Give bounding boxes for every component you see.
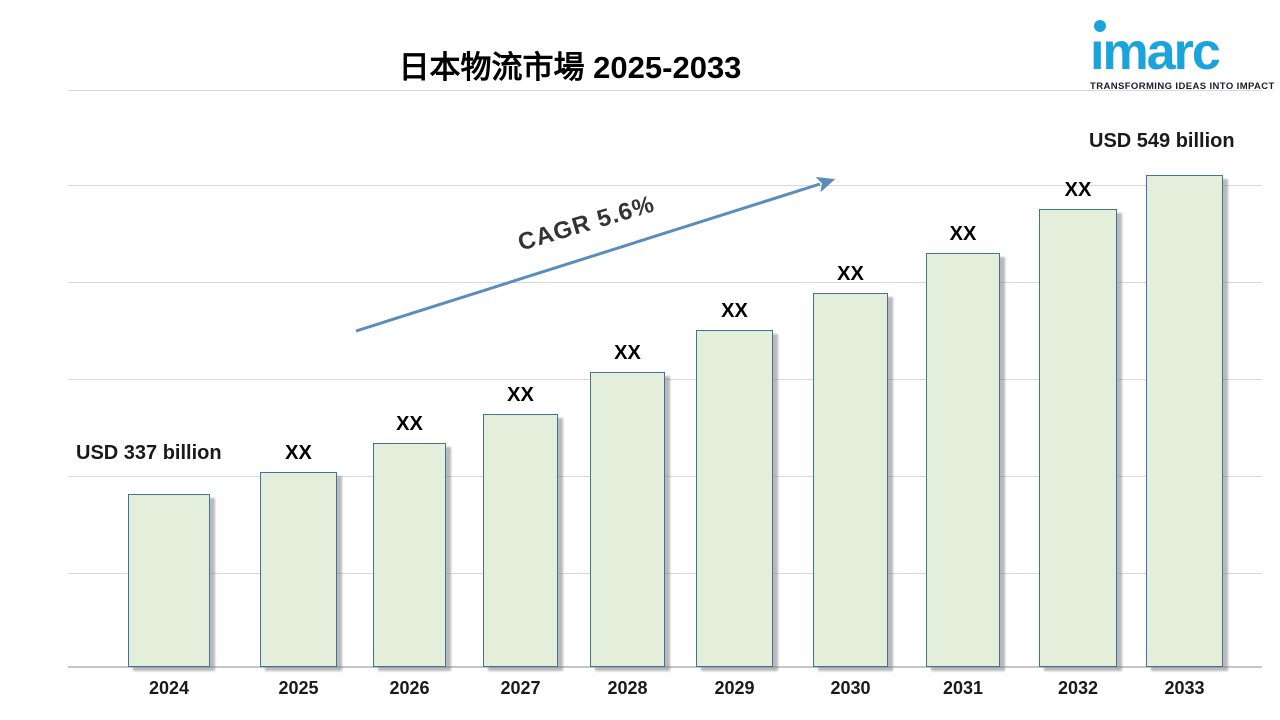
logo-wordmark: ımarc (1090, 23, 1221, 81)
bar-group-2027: XX (483, 385, 558, 667)
bar-rect (128, 494, 210, 667)
x-tick-label: 2025 (278, 678, 319, 698)
x-axis-line (68, 666, 1262, 668)
bar-rect (483, 414, 558, 667)
bar-group-2029: XX (696, 301, 773, 667)
x-tick-label: 2027 (500, 678, 541, 698)
first-value-callout: USD 337 billion (76, 442, 222, 464)
gridline (68, 573, 1262, 574)
bar-value-label: XX (837, 263, 864, 285)
bar-group-2033 (1146, 175, 1223, 667)
bar-value-label: XX (949, 223, 977, 245)
last-value-callout: USD 549 billion (1089, 130, 1235, 152)
x-tick-label: 2029 (714, 678, 755, 698)
gridline (68, 476, 1262, 477)
bar-rect (260, 472, 337, 667)
bar-value-label: XX (721, 300, 748, 322)
bar-value-label: XX (614, 342, 641, 364)
bar-rect (373, 443, 446, 667)
x-tick-label: 2031 (942, 678, 984, 698)
x-tick-label: 2026 (389, 678, 430, 698)
bar-rect (813, 293, 888, 667)
cagr-label: CAGR 5.6% (514, 190, 658, 257)
bar-group-2028: XX (590, 343, 665, 667)
bar-value-label: XX (396, 413, 423, 435)
bar-value-label: XX (1064, 179, 1092, 201)
imarc-logo: ımarc TRANSFORMING IDEAS INTO IMPACT (1090, 12, 1275, 92)
bar-value-label: XX (285, 442, 312, 464)
bar-group-2026: XX (373, 414, 446, 667)
x-tick-label: 2028 (607, 678, 648, 698)
bar-group-2030: XX (813, 264, 888, 667)
logo-dot-icon (1094, 20, 1106, 32)
x-tick-label: 2033 (1164, 678, 1205, 698)
gridline (68, 379, 1262, 380)
bar-rect (1146, 175, 1223, 667)
bar-group-2032: XX (1039, 180, 1117, 667)
bar-group-2031: XX (926, 224, 1000, 667)
bar-rect (1039, 209, 1117, 667)
x-tick-label: 2032 (1057, 678, 1099, 698)
bar-value-label: XX (507, 384, 534, 406)
logo-tagline: TRANSFORMING IDEAS INTO IMPACT (1090, 81, 1275, 92)
bar-rect (926, 253, 1000, 667)
chart-title: 日本物流市場 2025-2033 (398, 50, 742, 85)
x-tick-label: 2030 (830, 678, 871, 698)
bar-group-2024 (128, 494, 210, 667)
bar-rect (696, 330, 773, 667)
bar-group-2025: XX (260, 443, 337, 667)
gridline (68, 90, 1262, 91)
bar-rect (590, 372, 665, 667)
x-tick-label: 2024 (148, 678, 190, 698)
